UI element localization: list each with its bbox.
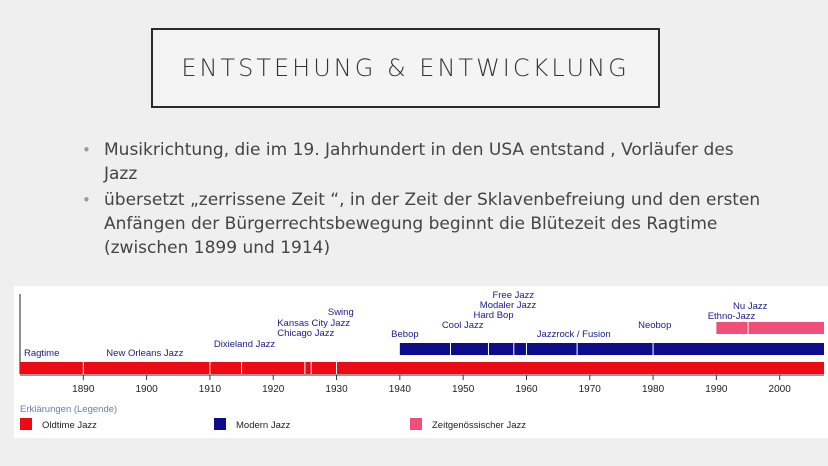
- bullet-dot-icon: •: [82, 191, 91, 209]
- axis-tick-label: 1940: [389, 384, 412, 395]
- bullet-list: • Musikrichtung, die im 19. Jahrhundert …: [82, 138, 772, 262]
- era-label: Chicago Jazz: [277, 328, 334, 339]
- era-label: Jazzrock / Fusion: [537, 329, 611, 340]
- era-label: Ragtime: [24, 348, 59, 359]
- era-label: Cool Jazz: [442, 320, 484, 331]
- jazz-timeline-chart: 1890 1900 1910 1920 1930 1940 1950 1960 1970 1980…: [14, 286, 828, 438]
- legend-label: Modern Jazz: [236, 420, 291, 431]
- axis-tick-label: 1890: [72, 384, 95, 395]
- legend-swatch: [410, 418, 422, 430]
- legend-label: Zeitgenössischer Jazz: [432, 420, 526, 431]
- legend-title: Erklärungen (Legende): [20, 404, 117, 415]
- axis-tick-label: 1950: [452, 384, 475, 395]
- axis-tick-label: 1930: [325, 384, 348, 395]
- legend-swatch: [20, 418, 32, 430]
- era-label: Bebop: [391, 329, 418, 340]
- era-label: Swing: [328, 307, 354, 318]
- bullet-item: • übersetzt „zerrissene Zeit “, in der Z…: [82, 188, 772, 260]
- bullet-text: Musikrichtung, die im 19. Jahrhundert in…: [104, 140, 734, 184]
- era-label: Neobop: [638, 320, 671, 331]
- bullet-dot-icon: •: [82, 141, 91, 159]
- slide-title: ENTSTEHUNG & ENTWICKLUNG: [181, 54, 630, 82]
- bullet-text: übersetzt „zerrissene Zeit “, in der Zei…: [104, 190, 761, 258]
- bullet-item: • Musikrichtung, die im 19. Jahrhundert …: [82, 138, 772, 186]
- axis-tick-label: 1990: [705, 384, 728, 395]
- era-label: Free Jazz: [492, 290, 534, 301]
- era-band-oldtime-jazz: [20, 362, 824, 374]
- era-label: Kansas City Jazz: [277, 318, 350, 329]
- era-band-modern-jazz: [399, 343, 824, 355]
- era-label: Ethno-Jazz: [708, 311, 756, 322]
- axis-tick-label: 1970: [579, 384, 602, 395]
- era-label: Dixieland Jazz: [214, 339, 275, 350]
- axis-tick-label: 1960: [515, 384, 538, 395]
- legend-label: Oldtime Jazz: [42, 420, 97, 431]
- era-label: Modaler Jazz: [480, 300, 537, 311]
- era-label: New Orleans Jazz: [106, 348, 183, 359]
- legend-swatch: [214, 418, 226, 430]
- axis-tick-label: 1900: [135, 384, 158, 395]
- timeline-svg: 1890 1900 1910 1920 1930 1940 1950 1960 1970 1980…: [19, 290, 824, 431]
- axis-tick-label: 1980: [642, 384, 665, 395]
- era-label: Hard Bop: [473, 310, 513, 321]
- era-label: Nu Jazz: [733, 301, 768, 312]
- axis-tick-label: 1920: [262, 384, 285, 395]
- axis-tick-label: 1910: [199, 384, 222, 395]
- era-band-zeitgen-ssischer-jazz: [716, 322, 824, 334]
- axis-tick-label: 2000: [769, 384, 792, 395]
- slide-title-box: ENTSTEHUNG & ENTWICKLUNG: [151, 28, 660, 108]
